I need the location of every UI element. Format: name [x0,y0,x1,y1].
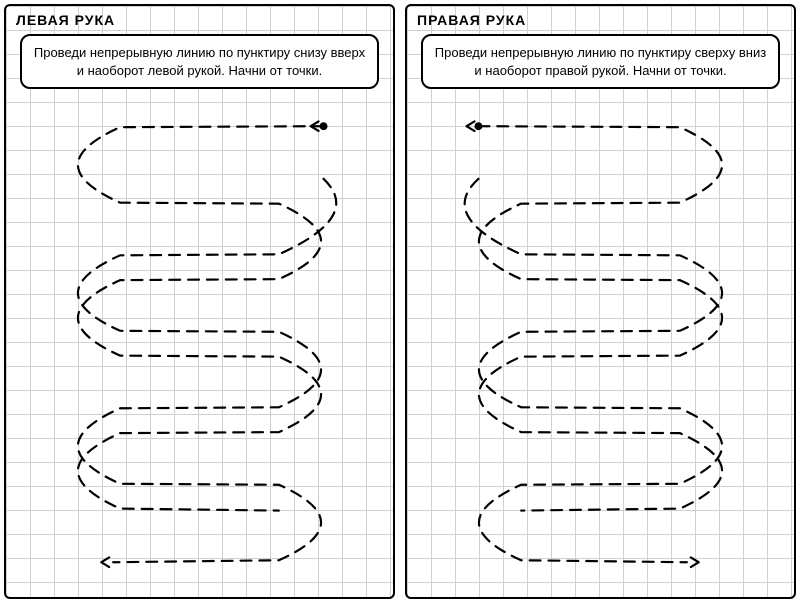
right-tracing-svg [407,6,794,597]
left-tracing-svg [6,6,393,597]
left-hand-panel: ЛЕВАЯ РУКА Проведи непрерывную линию по … [4,4,395,599]
right-hand-panel: ПРАВАЯ РУКА Проведи непрерывную линию по… [405,4,796,599]
